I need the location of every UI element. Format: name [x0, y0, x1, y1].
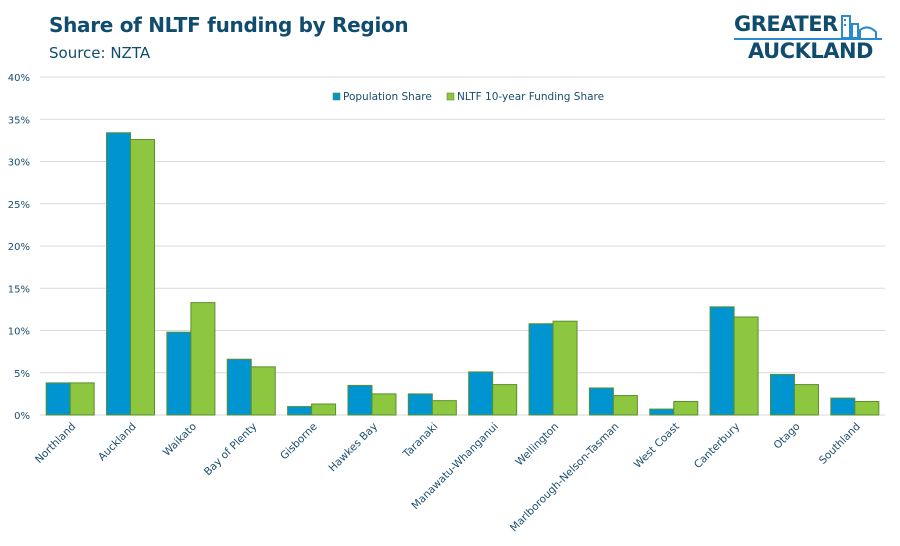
- x-category-label: Northland: [33, 421, 78, 466]
- logo-line1: GREATER: [734, 12, 838, 36]
- x-axis-labels: Northland Auckland Waikato Bay of Plenty Gis…: [33, 421, 863, 535]
- x-category-label: Bay of Plenty: [202, 421, 260, 479]
- bar-population-share: [347, 384, 373, 416]
- bar-population-share: [830, 397, 856, 416]
- logo-line2: AUCKLAND: [748, 39, 873, 63]
- y-tick-label: 30%: [8, 158, 30, 169]
- chart-subtitle: Source: NZTA: [49, 44, 151, 62]
- bar-population-share: [588, 387, 614, 416]
- x-category-label: Waikato: [161, 421, 199, 459]
- x-category-label: West Coast: [632, 421, 682, 471]
- x-category-label: Auckland: [96, 421, 139, 464]
- bar-funding-share: [130, 139, 156, 416]
- bar-funding-share: [311, 403, 337, 416]
- bar-population-share: [407, 393, 433, 416]
- bar-population-share: [166, 331, 192, 416]
- bar-population-share: [528, 323, 554, 416]
- y-tick-label: 25%: [8, 200, 30, 211]
- y-tick-label: 20%: [8, 242, 30, 253]
- y-tick-label: 10%: [8, 327, 30, 338]
- bar-funding-share: [69, 382, 95, 416]
- legend-label-population: Population Share: [343, 91, 432, 103]
- bar-funding-share: [733, 316, 759, 416]
- bar-population-share: [468, 371, 494, 416]
- bar-funding-share: [673, 400, 699, 416]
- legend-label-funding: NLTF 10-year Funding Share: [457, 91, 604, 103]
- bar-funding-share: [492, 384, 518, 416]
- bar-population-share: [649, 408, 675, 416]
- bar-funding-share: [854, 400, 880, 416]
- bar-population-share: [709, 306, 735, 416]
- legend: Population Share NLTF 10-year Funding Sh…: [332, 91, 604, 103]
- bar-funding-share: [371, 393, 397, 416]
- x-category-label: Southland: [817, 421, 863, 467]
- bar-population-share: [45, 382, 71, 416]
- bar-funding-share: [612, 395, 638, 416]
- bar-population-share: [106, 132, 132, 416]
- x-category-label: Canterbury: [692, 421, 742, 471]
- bar-funding-share: [793, 384, 819, 416]
- legend-swatch-population: [332, 92, 341, 101]
- chart-title: Share of NLTF funding by Region: [49, 13, 409, 37]
- y-tick-label: 15%: [8, 284, 30, 295]
- x-category-label: Gisborne: [278, 421, 320, 463]
- bar-funding-share: [552, 320, 578, 416]
- bar-population-share: [226, 358, 252, 416]
- bar-funding-share: [431, 400, 457, 416]
- x-category-label: Hawkes Bay: [327, 421, 381, 475]
- y-tick-label: 35%: [8, 115, 30, 126]
- x-category-label: Marlborough-Nelson-Tasman: [508, 421, 622, 535]
- x-category-label: Taranaki: [400, 421, 440, 461]
- greater-auckland-logo: GREATER AUCKLAND: [730, 12, 885, 67]
- bar-funding-share: [190, 302, 216, 416]
- bar-population-share: [769, 373, 795, 416]
- logo-underline: [734, 38, 882, 40]
- y-tick-label: 5%: [14, 369, 30, 380]
- bars: [45, 132, 880, 416]
- y-tick-label: 40%: [8, 73, 30, 84]
- legend-swatch-funding: [446, 92, 455, 101]
- bar-population-share: [287, 406, 313, 416]
- y-tick-label: 0%: [14, 411, 30, 422]
- x-category-label: Wellington: [513, 421, 561, 469]
- bar-funding-share: [250, 366, 276, 416]
- y-axis-ticks: 0% 5% 10% 15% 20% 25% 30% 35% 40%: [8, 73, 30, 422]
- x-category-label: Otago: [772, 421, 803, 452]
